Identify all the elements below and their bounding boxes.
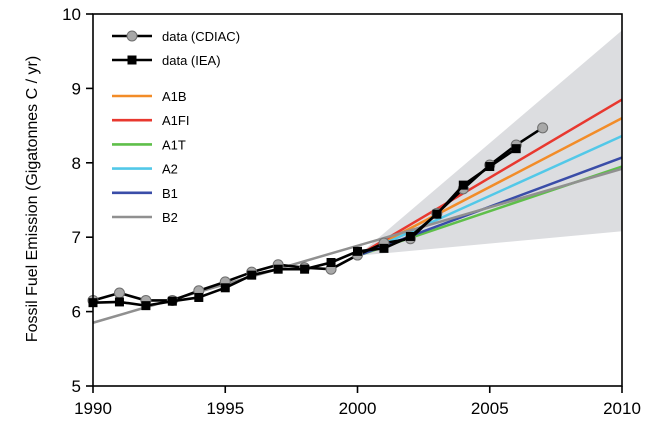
scenario-line-a2 bbox=[356, 134, 623, 257]
x-tick-label: 1990 bbox=[74, 399, 112, 418]
uncertainty-band-layer bbox=[357, 30, 622, 256]
legend-marker-data-iea bbox=[127, 55, 137, 65]
data-point-data-iea bbox=[379, 243, 389, 253]
legend-label-a2: A2 bbox=[162, 162, 178, 177]
y-tick-label: 8 bbox=[72, 154, 81, 173]
data-point-data-cdiac bbox=[113, 287, 125, 299]
data-point-data-cdiac bbox=[537, 122, 549, 134]
data-point-data-iea bbox=[194, 292, 204, 302]
legend-label-b2: B2 bbox=[162, 210, 178, 225]
legend-marker-data-cdiac bbox=[126, 30, 138, 42]
data-point-data-iea bbox=[247, 270, 257, 280]
y-tick-label: 10 bbox=[62, 5, 81, 24]
data-point-data-iea bbox=[326, 257, 336, 267]
data-point-data-iea bbox=[114, 297, 124, 307]
x-tick-label: 2010 bbox=[603, 399, 641, 418]
y-tick-label: 5 bbox=[72, 377, 81, 396]
legend-label-a1t: A1T bbox=[162, 137, 186, 152]
legend-label-data-cdiac: data (CDIAC) bbox=[162, 29, 240, 44]
legend-label-data-iea: data (IEA) bbox=[162, 53, 221, 68]
x-tick-label: 2005 bbox=[471, 399, 509, 418]
y-tick-label: 7 bbox=[72, 228, 81, 247]
y-tick-label: 9 bbox=[72, 79, 81, 98]
legend: data (CDIAC) data (IEA) A1B A1FI A1T A2 B1 B2 bbox=[112, 29, 240, 225]
legend-label-a1fi: A1FI bbox=[162, 113, 189, 128]
data-point-data-iea bbox=[141, 301, 151, 311]
data-point-data-iea bbox=[511, 144, 521, 154]
scenario-line-a1fi bbox=[356, 98, 623, 257]
uncertainty-band bbox=[357, 30, 622, 256]
legend-label-a1b: A1B bbox=[162, 89, 187, 104]
axes-layer: 1990 1995 2000 2005 2010 5 6 7 8 9 10 bbox=[62, 5, 641, 418]
data-point-data-iea bbox=[432, 209, 442, 219]
data-point-data-iea bbox=[485, 162, 495, 172]
data-point-data-iea bbox=[300, 264, 310, 274]
legend-label-b1: B1 bbox=[162, 186, 178, 201]
data-point-data-iea bbox=[273, 264, 283, 274]
data-point-data-iea bbox=[405, 231, 415, 241]
data-point-data-iea bbox=[220, 283, 230, 293]
data-point-data-iea bbox=[353, 246, 362, 256]
observed-data-layer bbox=[87, 122, 549, 311]
data-point-data-iea bbox=[458, 180, 468, 190]
x-tick-label: 2000 bbox=[339, 399, 377, 418]
x-tick-label: 1995 bbox=[206, 399, 244, 418]
y-axis-title: Fossil Fuel Emission (Gigatonnes C / yr) bbox=[24, 56, 41, 342]
y-tick-label: 6 bbox=[72, 303, 81, 322]
data-point-data-iea bbox=[167, 296, 177, 306]
